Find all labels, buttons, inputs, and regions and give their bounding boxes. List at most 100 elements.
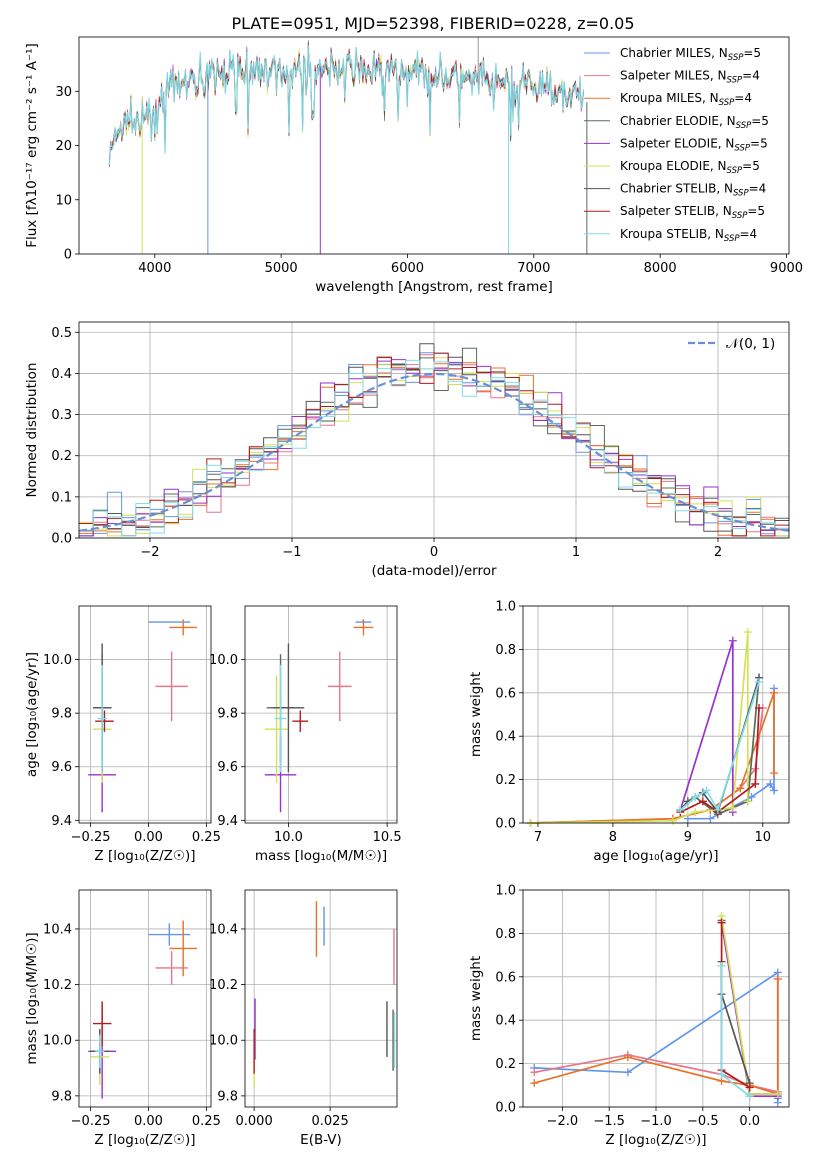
weight-marker	[717, 918, 726, 927]
x-tick-label: 8	[609, 830, 617, 845]
y-tick-label: 10.4	[43, 922, 72, 937]
weight-marker	[743, 628, 752, 637]
x-tick-label: 10.5	[373, 830, 402, 845]
x-tick-label: 0.25	[192, 830, 221, 845]
y-tick-label: 9.4	[51, 814, 72, 829]
legend-entry: Salpeter STELIB, NSSP=5	[620, 204, 765, 221]
x-tick-label: −2	[140, 545, 159, 560]
weight-marker	[773, 1089, 782, 1098]
weight-line	[530, 631, 749, 824]
legend-entry: Kroupa ELODIE, NSSP=5	[620, 159, 760, 176]
weight-series-kroupa-elodie	[526, 628, 752, 827]
errorbar-kroupa-elodie	[264, 675, 289, 783]
errorbar-salpeter-miles	[155, 651, 188, 722]
axes-frame	[522, 605, 790, 824]
y-tick-label: 30	[55, 85, 72, 100]
y-tick-label: 0.4	[495, 1014, 516, 1029]
plot-area-age-weight	[526, 628, 779, 827]
x-tick-label: 6000	[391, 261, 424, 276]
y-tick-label: 0.0	[495, 1101, 516, 1116]
y-tick-label: 0.6	[495, 686, 516, 701]
x-tick-label: −1	[282, 545, 301, 560]
y-axis-label: Flux [fλ10⁻¹⁷ erg cm⁻² s⁻¹ A⁻¹]	[24, 43, 40, 248]
y-tick-label: 10.0	[43, 653, 72, 668]
y-tick-label: 10.0	[43, 1034, 72, 1049]
axes-z-age: −0.25 0.00 0.25 9.4 9.6 9.8 10.0 Z [log₁₀(Z/Z☉)…	[24, 605, 221, 864]
figure-title: PLATE=0951, MJD=52398, FIBERID=0228, z=0…	[231, 14, 634, 33]
y-tick-label: 0.4	[51, 367, 72, 382]
weight-series-kroupa-stelib	[676, 677, 764, 814]
weight-marker	[728, 803, 737, 812]
plot-area-spectrum	[108, 37, 588, 254]
x-tick-label: 0.00	[134, 830, 163, 845]
x-axis-label: wavelength [Angstrom, rest frame]	[315, 279, 553, 295]
weight-marker	[706, 814, 715, 823]
x-tick-label: 0.000	[236, 1114, 273, 1129]
x-tick-label: 8000	[644, 261, 677, 276]
y-axis-label: Normed distribution	[24, 363, 40, 498]
errorbar-salpeter-stelib	[292, 710, 309, 732]
weight-marker	[743, 797, 752, 806]
weight-marker	[755, 677, 764, 686]
weight-marker	[623, 1068, 632, 1077]
y-tick-label: 0.8	[495, 643, 516, 658]
legend-entry: Salpeter ELODIE, NSSP=5	[620, 136, 768, 153]
y-tick-label: 0	[64, 248, 72, 263]
histogram-kroupa-stelib	[79, 359, 789, 537]
legend-entry: Kroupa STELIB, NSSP=4	[620, 227, 757, 244]
weight-series-kroupa-stelib	[717, 961, 754, 1101]
x-tick-label: 0	[430, 545, 438, 560]
errorbar-salpeter-miles	[155, 951, 188, 985]
errorbar-kroupa-miles	[169, 920, 198, 977]
plot-area-z-weight	[530, 912, 782, 1107]
x-tick-label: −2.0	[547, 1114, 579, 1129]
axes-age-weight: 7 8 9 10 0.0 0.2 0.4 0.6 0.8 1.0 age [log₁₀(age/yr…	[468, 600, 790, 864]
errorbar-kroupa-stelib	[97, 664, 107, 773]
weight-marker	[766, 779, 775, 788]
y-tick-label: 0.4	[495, 730, 516, 745]
y-axis-label: age [log₁₀(age/yr)]	[24, 652, 40, 777]
y-tick-label: 20	[55, 139, 72, 154]
axes-frame	[78, 321, 790, 539]
weight-marker	[773, 974, 782, 983]
axes-residuals: −2 −1 0 1 2 0.0 0.1 0.2 0.3 0.4 0.5 (data-model)/er…	[24, 321, 790, 579]
y-tick-label: 0.0	[51, 532, 72, 547]
errorbar-kroupa-miles	[353, 619, 374, 636]
weight-series-chabrier-stelib	[676, 673, 764, 817]
y-tick-label: 0.8	[495, 927, 516, 942]
y-tick-label: 9.8	[51, 707, 72, 722]
axes-mass-age: 10.0 10.5 9.4 9.6 9.8 10.0 mass [log₁₀(M/M☉)]	[209, 605, 402, 864]
x-tick-label: −0.25	[71, 830, 111, 845]
errorbar-kroupa-stelib	[95, 1034, 105, 1069]
axes-z-weight: −2.0 −1.5 −1.0 −0.5 0.0 0.0 0.2 0.4 0.6 0.8 1.0 Z […	[468, 884, 790, 1148]
weight-marker	[717, 1070, 726, 1079]
y-tick-label: 9.8	[51, 1089, 72, 1104]
y-tick-label: 0.1	[51, 490, 72, 505]
x-tick-label: 2	[714, 545, 722, 560]
plot-area-mass-age	[264, 619, 374, 813]
y-tick-label: 10.0	[209, 1034, 238, 1049]
x-tick-label: 10.0	[274, 830, 303, 845]
x-axis-label: (data-model)/error	[371, 563, 497, 579]
y-axis-label: mass weight	[468, 672, 484, 757]
legend-entry: Kroupa MILES, NSSP=4	[620, 91, 752, 108]
x-axis-label: Z [log₁₀(Z/Z☉)]	[94, 848, 195, 864]
errorbar-salpeter-stelib	[95, 710, 114, 732]
weight-marker	[745, 1083, 754, 1092]
axes-spectrum: 4000 5000 6000 7000 8000 9000 0 10 20 30 wavelengt…	[24, 36, 803, 295]
y-tick-label: 10.2	[209, 978, 238, 993]
x-tick-label: 10	[755, 830, 772, 845]
x-axis-label: Z [log₁₀(Z/Z☉)]	[605, 1132, 706, 1148]
axes-frame	[78, 36, 790, 255]
axes-z-mass: −0.25 0.00 0.25 9.8 10.0 10.2 10.4 Z [log₁₀(Z/Z…	[24, 889, 221, 1148]
normal-curve	[79, 372, 789, 532]
y-tick-label: 0.2	[495, 773, 516, 788]
x-tick-label: −0.25	[71, 1114, 111, 1129]
x-axis-label: Z [log₁₀(Z/Z☉)]	[94, 1132, 195, 1148]
weight-marker	[728, 636, 737, 645]
y-tick-label: 0.3	[51, 408, 72, 423]
y-tick-label: 10	[55, 193, 72, 208]
y-tick-label: 1.0	[495, 884, 516, 899]
y-tick-label: 0.2	[495, 1057, 516, 1072]
